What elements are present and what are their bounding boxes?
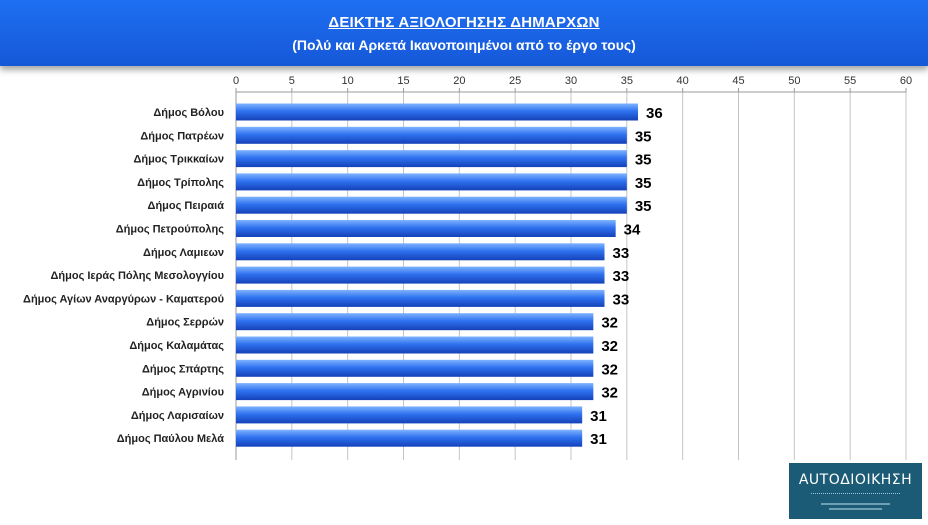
category-label: Δήμος Πειραιά [148, 200, 225, 212]
bar [236, 359, 594, 377]
data-label: 36 [646, 105, 663, 122]
chart-title: ΔΕΙΚΤΗΣ ΑΞΙΟΛΟΓΗΣΗΣ ΔΗΜΑΡΧΩΝ [328, 14, 600, 31]
bar [236, 289, 605, 307]
category-label: Δήμος Καλαμάτας [129, 340, 224, 352]
bar [236, 126, 627, 144]
data-label: 35 [635, 175, 652, 192]
category-label: Δήμος Ιεράς Πόλης Μεσολογγίου [51, 270, 225, 282]
chart-header: ΔΕΙΚΤΗΣ ΑΞΙΟΛΟΓΗΣΗΣ ΔΗΜΑΡΧΩΝ (Πολύ και Α… [0, 0, 928, 66]
category-label: Δήμος Πετρούπολης [116, 224, 225, 236]
x-tick-label: 25 [509, 75, 521, 87]
data-label: 33 [613, 291, 630, 308]
bar [236, 196, 627, 214]
bar [236, 336, 594, 354]
data-label: 31 [590, 431, 607, 448]
logo-fine-print [821, 503, 890, 505]
x-tick-label: 45 [732, 75, 744, 87]
bar [236, 173, 627, 191]
data-label: 35 [635, 128, 652, 145]
category-label: Δήμος Βόλου [153, 107, 224, 119]
x-tick-label: 15 [397, 75, 409, 87]
category-label: Δήμος Παύλου Μελά [117, 433, 224, 445]
category-label: Δήμος Πατρέων [140, 130, 224, 142]
bar [236, 243, 605, 261]
bar [236, 406, 583, 424]
x-tick-label: 0 [233, 75, 239, 87]
bar [236, 103, 638, 121]
category-label: Δήμος Σπάρτης [142, 363, 224, 375]
x-tick-label: 5 [289, 75, 295, 87]
x-tick-label: 20 [453, 75, 465, 87]
bar [236, 429, 583, 447]
category-label: Δήμος Λαρισαίων [131, 410, 224, 422]
bar [236, 313, 594, 331]
bar [236, 220, 616, 237]
logo-divider [811, 493, 900, 497]
bar [236, 383, 594, 401]
x-tick-label: 55 [844, 75, 856, 87]
data-label: 33 [613, 245, 630, 262]
category-label: Δήμος Τρίπολης [137, 177, 224, 189]
data-label: 35 [635, 152, 652, 169]
logo-fine-print [829, 508, 882, 510]
x-tick-label: 60 [900, 75, 912, 87]
bar [236, 266, 605, 284]
data-label: 31 [590, 408, 607, 425]
bar [236, 150, 627, 168]
data-label: 35 [635, 198, 652, 215]
autodioikisi-logo: ΑUΤΟΔΙΟΙΚΗΣΗ [789, 463, 922, 519]
data-label: 32 [601, 315, 618, 332]
data-label: 32 [601, 361, 618, 378]
x-tick-label: 50 [788, 75, 800, 87]
x-tick-label: 40 [677, 75, 689, 87]
data-label: 34 [624, 222, 641, 239]
category-label: Δήμος Σερρών [146, 317, 224, 329]
category-label: Δήμος Τρικκαίων [133, 154, 224, 166]
x-tick-label: 10 [342, 75, 354, 87]
data-label: 33 [613, 268, 630, 285]
data-label: 32 [601, 338, 618, 355]
data-label: 32 [601, 385, 618, 402]
chart-subtitle: (Πολύ και Αρκετά Ικανοποιημένοι από το έ… [292, 37, 636, 53]
x-tick-label: 35 [621, 75, 633, 87]
x-tick-label: 30 [565, 75, 577, 87]
category-label: Δήμος Αγρινίου [142, 387, 224, 399]
category-label: Δήμος Λαμιεων [143, 247, 224, 259]
category-label: Δήμος Αγίων Αναργύρων - Καματερού [23, 293, 224, 305]
logo-wordmark: ΑUΤΟΔΙΟΙΚΗΣΗ [798, 472, 913, 488]
